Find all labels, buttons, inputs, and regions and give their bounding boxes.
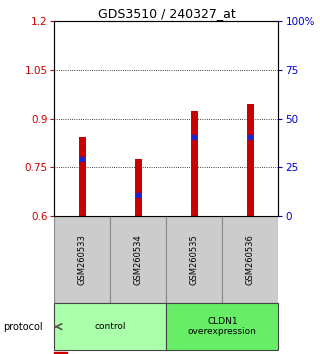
Text: GSM260536: GSM260536 (246, 234, 255, 285)
Text: CLDN1
overexpression: CLDN1 overexpression (188, 317, 257, 336)
Bar (79, 137, 86, 216)
Text: GSM260533: GSM260533 (78, 234, 87, 285)
Text: GSM260535: GSM260535 (190, 234, 199, 285)
Bar (110, 216, 166, 303)
Bar (166, 303, 278, 350)
Bar (191, 110, 198, 216)
Bar (54, 216, 110, 303)
Title: GDS3510 / 240327_at: GDS3510 / 240327_at (98, 7, 235, 20)
Bar (135, 159, 142, 216)
Bar (222, 216, 278, 303)
Bar (54, 303, 166, 350)
Bar (166, 216, 222, 303)
Bar (247, 104, 254, 216)
Text: GSM260534: GSM260534 (134, 234, 143, 285)
Text: protocol: protocol (3, 322, 43, 332)
Text: control: control (95, 322, 126, 331)
